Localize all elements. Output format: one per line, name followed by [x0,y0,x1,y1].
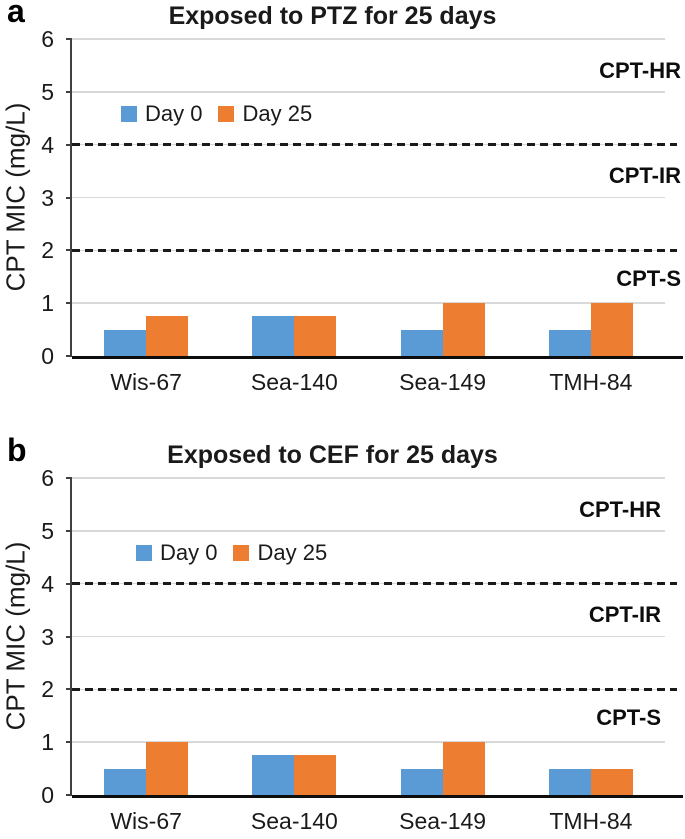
panel-b-title: Exposed to CEF for 25 days [167,441,498,469]
panel-b-letter: b [7,432,27,468]
y-axis-tick-label: 6 [41,465,54,491]
x-axis-category-label: Sea-140 [250,808,338,834]
panel-a-title: Exposed to PTZ for 25 days [168,2,497,30]
zone-label-cpt-ir: CPT-IR [608,163,681,189]
y-axis-tick-label: 1 [41,729,54,756]
bar-day-0-sea-140 [252,316,295,356]
threshold-line-4 [72,582,677,586]
x-axis-category-label: TMH-84 [549,369,633,395]
y-axis-tick-label: 3 [41,184,54,211]
y-axis-tick [66,741,72,744]
y-axis-tick-label: 2 [41,676,54,703]
y-axis-tick [66,794,72,796]
legend-label-day-25: Day 25 [257,540,328,565]
gridline [72,38,665,40]
gridline [72,635,665,638]
y-axis-tick-label: 2 [41,237,54,264]
zone-label-cpt-hr: CPT-HR [599,57,681,83]
panel-b: b Exposed to CEF for 25 days CPT MIC (mg… [0,434,685,839]
legend-swatch-day-25 [233,545,250,561]
bar-day-0-wis-67 [104,329,147,356]
bar-day-0-sea-140 [252,755,295,795]
legend-label-day-0: Day 0 [160,540,218,565]
y-axis-tick [66,355,72,357]
gridline [72,530,665,532]
y-axis-tick-label: 6 [41,26,54,52]
y-axis-tick [66,90,72,93]
legend-item-day-0: Day 0 [121,101,202,127]
y-axis-tick-label: 5 [41,517,54,544]
bar-day-0-sea-149 [400,768,443,795]
y-axis-tick-label: 5 [41,78,54,105]
bar-day-25-tmh-84 [590,303,633,356]
y-axis-tick [66,688,72,691]
y-axis-tick-label: 4 [41,570,54,597]
zone-label-cpt-s: CPT-S [596,705,661,731]
x-axis-category-label: Wis-67 [110,808,182,834]
legend-item-day-25: Day 25 [218,101,312,127]
x-axis-category-label: Wis-67 [110,369,182,395]
threshold-line-4 [72,143,677,147]
bar-day-25-sea-149 [442,303,485,356]
threshold-line-2 [72,248,677,252]
y-axis-tick-label: 4 [41,131,54,158]
zone-label-cpt-s: CPT-S [616,266,681,292]
x-axis-line [72,356,683,359]
panel-a: a Exposed to PTZ for 25 days CPT MIC (mg… [1,0,683,395]
y-axis-tick [66,302,72,305]
bar-day-0-sea-149 [400,329,443,356]
y-axis-tick [66,529,72,532]
bar-day-25-sea-140 [294,316,337,356]
y-axis-line [70,478,72,795]
legend-swatch-day-0 [121,106,137,122]
legend-label-day-25: Day 25 [242,101,313,126]
y-axis-tick [66,143,72,146]
x-axis-category-label: Sea-149 [399,808,487,834]
x-axis-category-label: TMH-84 [549,808,633,834]
gridline [72,741,665,743]
legend-swatch-day-25 [218,106,235,122]
bar-day-25-wis-67 [146,742,189,795]
zone-label-cpt-ir: CPT-IR [588,602,661,628]
bar-day-25-tmh-84 [590,768,633,795]
legend: Day 0 Day 25 [136,540,327,566]
legend-item-day-0: Day 0 [136,540,217,566]
legend: Day 0 Day 25 [121,101,312,127]
bar-day-25-sea-140 [294,755,337,795]
y-axis-tick [66,635,72,638]
legend-swatch-day-0 [136,545,152,561]
x-axis-line [72,795,683,798]
gridline [72,302,665,304]
bar-day-25-sea-149 [442,742,485,795]
bar-day-0-wis-67 [104,768,147,795]
bar-day-25-wis-67 [146,316,189,356]
x-axis-category-label: Sea-149 [399,369,487,395]
y-axis-tick [66,38,72,40]
y-axis-tick-label: 1 [41,290,54,317]
panel-a-letter: a [7,0,25,29]
y-axis-line [70,39,72,356]
y-axis-tick-label: 0 [41,343,54,369]
y-axis-tick [66,249,72,252]
legend-label-day-0: Day 0 [145,101,203,126]
y-axis-tick-label: 3 [41,623,54,650]
gridline [72,477,665,479]
zone-label-cpt-hr: CPT-HR [579,496,661,522]
y-axis-tick-label: 0 [41,782,54,808]
gridline [72,196,665,199]
y-axis-tick [66,196,72,199]
threshold-line-2 [72,687,677,691]
y-axis-tick [66,477,72,479]
bar-day-0-tmh-84 [548,768,591,795]
y-axis-tick [66,582,72,585]
bar-day-0-tmh-84 [548,329,591,356]
legend-item-day-25: Day 25 [233,540,327,566]
x-axis-category-label: Sea-140 [250,369,338,395]
gridline [72,91,665,93]
